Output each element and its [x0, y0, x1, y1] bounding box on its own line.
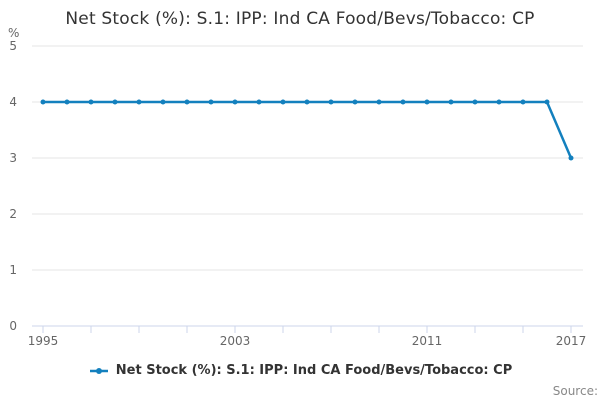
- data-point-marker[interactable]: [328, 99, 334, 105]
- x-tick-label: 2011: [412, 334, 443, 348]
- data-point-marker[interactable]: [496, 99, 502, 105]
- data-point-marker[interactable]: [568, 155, 574, 161]
- data-point-marker[interactable]: [136, 99, 142, 105]
- data-point-marker[interactable]: [376, 99, 382, 105]
- x-tick-label: 1995: [28, 334, 59, 348]
- data-point-marker[interactable]: [64, 99, 70, 105]
- source-note: Source:: [552, 384, 598, 398]
- x-tick-label: 2003: [220, 334, 251, 348]
- data-point-marker[interactable]: [472, 99, 478, 105]
- data-point-marker[interactable]: [520, 99, 526, 105]
- chart-title: Net Stock (%): S.1: IPP: Ind CA Food/Bev…: [65, 9, 535, 29]
- data-point-marker[interactable]: [424, 99, 430, 105]
- data-point-marker[interactable]: [88, 99, 94, 105]
- data-point-marker[interactable]: [448, 99, 454, 105]
- data-point-marker[interactable]: [400, 99, 406, 105]
- data-point-marker[interactable]: [208, 99, 214, 105]
- data-point-marker[interactable]: [544, 99, 550, 105]
- data-point-marker[interactable]: [232, 99, 238, 105]
- y-tick-label: 1: [9, 263, 17, 277]
- data-point-marker[interactable]: [352, 99, 358, 105]
- data-point-marker[interactable]: [304, 99, 310, 105]
- legend-dot-icon: [95, 367, 102, 374]
- data-point-marker[interactable]: [160, 99, 166, 105]
- data-point-marker[interactable]: [256, 99, 262, 105]
- data-point-marker[interactable]: [112, 99, 118, 105]
- data-point-marker[interactable]: [184, 99, 190, 105]
- data-point-marker[interactable]: [40, 99, 46, 105]
- legend-line-marker-icon: [89, 367, 108, 374]
- x-tick-label: 2017: [556, 334, 587, 348]
- y-tick-label: 3: [9, 151, 17, 165]
- data-point-marker[interactable]: [280, 99, 286, 105]
- y-tick-label: 2: [9, 207, 17, 221]
- legend-item[interactable]: Net Stock (%): S.1: IPP: Ind CA Food/Bev…: [0, 363, 600, 378]
- y-tick-label: 4: [9, 95, 17, 109]
- y-tick-label: 0: [9, 319, 17, 333]
- y-axis-unit-label: %: [8, 26, 19, 40]
- y-tick-label: 5: [9, 39, 17, 53]
- plot-area: 5 4 3 2 1 0% 1995 2003 2011 2017: [8, 26, 587, 348]
- legend-label: Net Stock (%): S.1: IPP: Ind CA Food/Bev…: [115, 363, 513, 378]
- series-line[interactable]: [41, 100, 573, 160]
